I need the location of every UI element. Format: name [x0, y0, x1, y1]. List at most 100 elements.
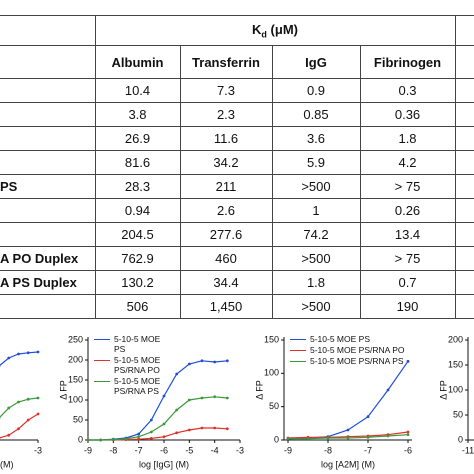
- row-label: [0, 78, 96, 103]
- legend-swatch: [290, 339, 306, 340]
- point: [137, 437, 141, 441]
- point: [213, 360, 217, 364]
- cut-cell: [454, 78, 474, 103]
- point: [213, 395, 217, 399]
- x-tick-label: -7: [135, 445, 143, 455]
- cut-cell: [454, 270, 474, 295]
- point: [86, 438, 90, 442]
- cell: 11.6: [179, 126, 273, 151]
- cell: 1: [271, 198, 361, 223]
- point: [286, 437, 290, 441]
- table-row: 26.9 11.6 3.6 1.8: [0, 126, 474, 151]
- row-label: [0, 294, 96, 319]
- point: [225, 427, 229, 431]
- y-tick-label: 100: [68, 394, 83, 404]
- legend: 5-10-5 MOE PS 5-10-5 MOE PS/RNA PO 5-10-5 …: [92, 334, 172, 397]
- legend-entry: 5-10-5 MOE PS: [92, 334, 172, 354]
- cell: > 75: [359, 246, 456, 271]
- point: [36, 412, 40, 416]
- y-axis-label: Δ FP: [254, 380, 264, 400]
- cell: 28.3: [94, 174, 181, 199]
- cell: 81.6: [94, 150, 181, 175]
- table-row: A PS Duplex 130.2 34.4 1.8 0.7: [0, 270, 474, 295]
- y-tick-label: 50: [73, 414, 83, 424]
- column-header: IgG: [271, 45, 361, 79]
- point: [386, 434, 390, 438]
- cut-cell: [454, 150, 474, 175]
- cell: >500: [271, 174, 361, 199]
- cut-cell: [454, 45, 474, 79]
- cell: 3.6: [271, 126, 361, 151]
- point: [406, 433, 410, 437]
- cell: 34.2: [179, 150, 273, 175]
- legend-label: 5-10-5 MOE PS/RNA PS: [114, 376, 161, 396]
- point: [17, 400, 20, 404]
- legend-label: 5-10-5 MOE PS: [114, 334, 161, 354]
- table-row: A PO Duplex 762.9 460 >500 > 75: [0, 246, 474, 271]
- point: [213, 426, 217, 430]
- y-tick-label: 150: [68, 374, 83, 384]
- cell: 0.94: [94, 198, 181, 223]
- point: [26, 418, 30, 422]
- cell: 460: [179, 246, 273, 271]
- legend-entry: 5-10-5 MOE PS/RNA PS: [92, 376, 172, 396]
- table-row: 0.94 2.6 1 0.26: [0, 198, 474, 223]
- header-row: Kd (μM): [0, 15, 474, 46]
- cut-cell: [454, 15, 474, 46]
- y-tick-label: 250: [68, 334, 83, 344]
- column-header: Transferrin: [179, 45, 273, 79]
- point: [137, 435, 141, 439]
- row-label: A PO Duplex: [0, 246, 96, 271]
- cell: > 75: [359, 174, 456, 199]
- cell: 762.9: [94, 246, 181, 271]
- cell: 74.2: [271, 222, 361, 247]
- point: [306, 437, 310, 441]
- corner: [0, 15, 96, 46]
- x-tick-label: -6: [160, 445, 168, 455]
- cell: 190: [359, 294, 456, 319]
- point: [7, 433, 11, 437]
- legend-label: 5-10-5 MOE PS/RNA PO: [310, 345, 405, 355]
- y-tick-label: 100: [264, 368, 279, 378]
- x-tick-label: -6: [404, 445, 412, 455]
- table-row: 506 1,450 >500 190: [0, 294, 474, 319]
- point: [149, 430, 153, 434]
- cut-cell: [454, 174, 474, 199]
- x-tick-label: -11: [462, 445, 474, 455]
- cut-cell: [454, 126, 474, 151]
- point: [162, 422, 166, 426]
- point: [175, 431, 179, 435]
- cell: 1,450: [179, 294, 273, 319]
- x-axis-label: log [A2M] (M): [321, 459, 375, 469]
- cell: 7.3: [179, 78, 273, 103]
- point: [406, 430, 410, 434]
- cell: 2.3: [179, 102, 273, 127]
- cell: 0.9: [271, 78, 361, 103]
- point: [162, 394, 166, 398]
- point: [17, 352, 20, 356]
- table-row: PS 28.3 211 >500 > 75: [0, 174, 474, 199]
- cell: >500: [271, 246, 361, 271]
- kd-symbol: K: [252, 21, 262, 37]
- legend-swatch: [94, 339, 110, 340]
- point: [111, 438, 115, 441]
- table-row: 10.4 7.3 0.9 0.3: [0, 78, 474, 103]
- point: [137, 432, 141, 436]
- legend-label: 5-10-5 MOE PS/RNA PO: [114, 355, 161, 375]
- binding-table: Kd (μM) Albumin Transferrin IgG Fibrinogen 10…: [0, 15, 474, 319]
- corner: [0, 45, 96, 79]
- point: [175, 372, 179, 376]
- cell: 0.36: [359, 102, 456, 127]
- kd-header: Kd (μM): [94, 15, 456, 46]
- row-label: [0, 222, 96, 247]
- curve: [88, 396, 228, 441]
- point: [26, 397, 30, 401]
- cut-cell: [454, 102, 474, 127]
- cell: 1.8: [271, 270, 361, 295]
- x-tick-label: -8: [324, 445, 332, 455]
- legend-swatch: [94, 381, 110, 382]
- y-tick-label: 0: [274, 434, 279, 444]
- cell: 211: [179, 174, 273, 199]
- y-tick-label: 0: [458, 434, 463, 444]
- y-tick-label: 50: [269, 401, 279, 411]
